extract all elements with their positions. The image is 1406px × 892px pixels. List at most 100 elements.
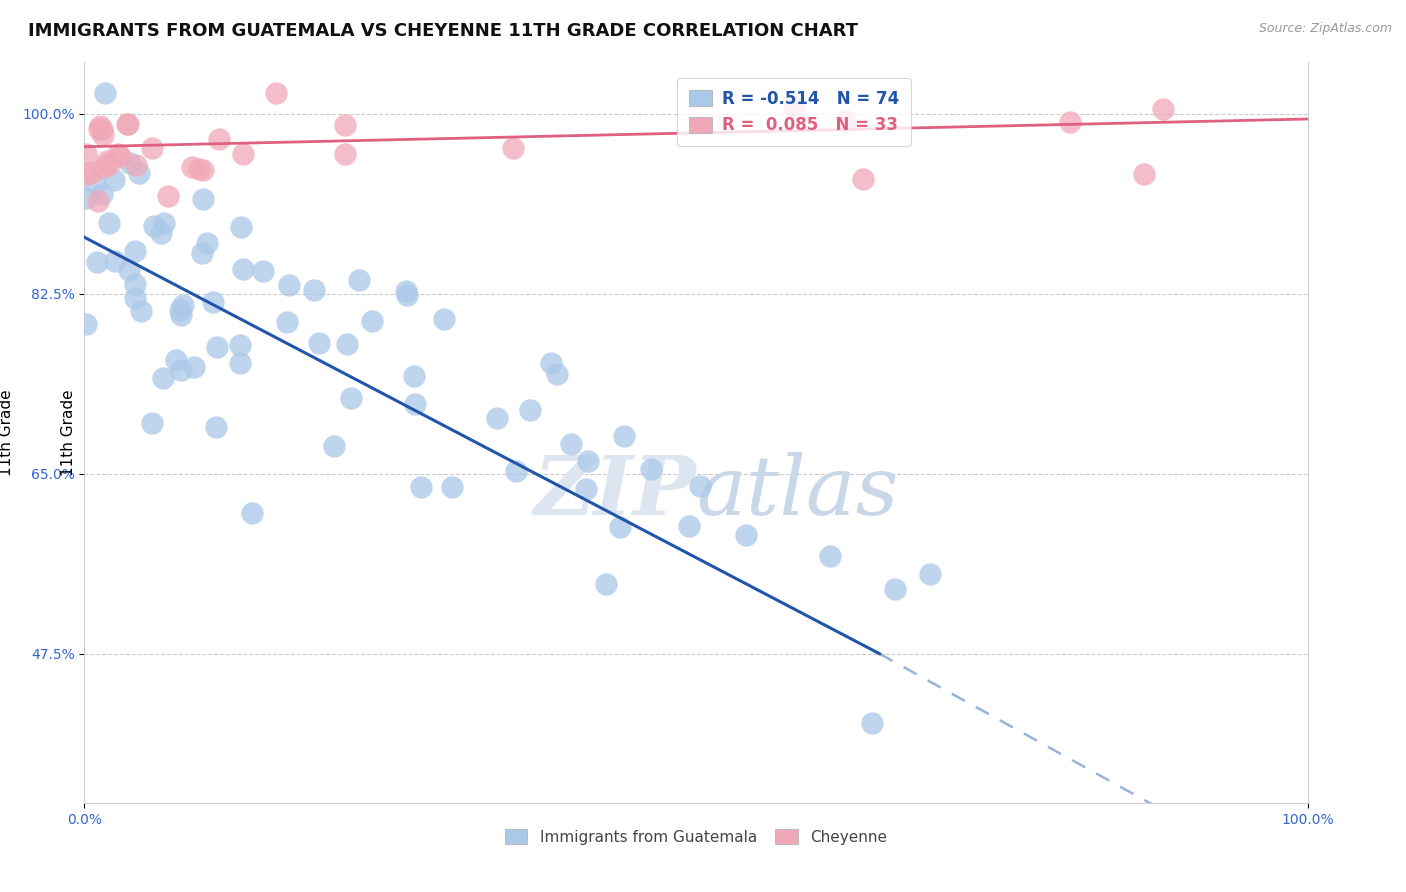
Point — [165, 353, 187, 368]
Point — [91, 128, 114, 142]
Point — [96, 153, 118, 168]
Point — [76, 167, 98, 181]
Point — [110, 149, 132, 163]
Point — [339, 391, 361, 405]
Point — [278, 278, 301, 293]
Point — [98, 216, 121, 230]
Point — [860, 715, 883, 730]
Point — [202, 295, 225, 310]
Point — [117, 117, 139, 131]
Point — [540, 356, 562, 370]
Text: atlas: atlas — [696, 452, 898, 532]
Point — [252, 264, 274, 278]
Point — [193, 162, 215, 177]
Point — [124, 292, 146, 306]
Point — [94, 87, 117, 101]
Point — [152, 371, 174, 385]
Point — [117, 117, 139, 131]
Point — [336, 336, 359, 351]
Point — [75, 317, 97, 331]
Point — [560, 437, 582, 451]
Point — [409, 480, 432, 494]
Point — [232, 262, 254, 277]
Point — [93, 160, 115, 174]
Point — [678, 519, 700, 533]
Point — [86, 194, 108, 208]
Point — [349, 273, 371, 287]
Point — [1133, 167, 1156, 181]
Point — [640, 462, 662, 476]
Point — [595, 577, 617, 591]
Point — [124, 244, 146, 258]
Point — [124, 158, 146, 172]
Point — [486, 410, 509, 425]
Point — [153, 216, 176, 230]
Point — [75, 191, 97, 205]
Point — [156, 188, 179, 202]
Point — [820, 549, 842, 563]
Point — [142, 219, 165, 234]
Point — [783, 100, 806, 114]
Point — [505, 464, 527, 478]
Point — [120, 156, 142, 170]
Point — [361, 314, 384, 328]
Point — [229, 356, 252, 370]
Point — [1059, 115, 1081, 129]
Legend: Immigrants from Guatemala, Cheyenne: Immigrants from Guatemala, Cheyenne — [499, 823, 893, 851]
Point — [404, 368, 426, 383]
Point — [546, 367, 568, 381]
Point — [89, 119, 111, 133]
Point — [852, 171, 875, 186]
Point — [118, 263, 141, 277]
Point — [735, 528, 758, 542]
Point — [276, 315, 298, 329]
Point — [441, 480, 464, 494]
Point — [229, 338, 252, 352]
Point — [920, 567, 942, 582]
Point — [187, 162, 209, 177]
Point — [169, 302, 191, 317]
Point — [322, 439, 344, 453]
Point — [172, 298, 194, 312]
Point — [404, 397, 426, 411]
Point — [191, 246, 214, 260]
Point — [87, 122, 110, 136]
Point — [84, 177, 107, 191]
Point — [333, 146, 356, 161]
Point — [835, 113, 858, 128]
Y-axis label: 11th Grade: 11th Grade — [0, 389, 14, 476]
Point — [576, 454, 599, 468]
Point — [883, 582, 905, 597]
Point — [82, 165, 104, 179]
Point — [689, 479, 711, 493]
Point — [613, 429, 636, 443]
Text: ZIP: ZIP — [533, 452, 696, 532]
Point — [193, 192, 215, 206]
Point — [302, 283, 325, 297]
Point — [128, 166, 150, 180]
Point — [519, 403, 541, 417]
Point — [1152, 103, 1174, 117]
Point — [308, 336, 330, 351]
Point — [107, 147, 129, 161]
Point — [396, 287, 419, 301]
Point — [240, 506, 263, 520]
Point — [575, 482, 598, 496]
Point — [131, 304, 153, 318]
Point — [149, 226, 172, 240]
Text: IMMIGRANTS FROM GUATEMALA VS CHEYENNE 11TH GRADE CORRELATION CHART: IMMIGRANTS FROM GUATEMALA VS CHEYENNE 11… — [28, 22, 858, 40]
Point — [208, 132, 231, 146]
Point — [609, 520, 631, 534]
Point — [335, 118, 357, 132]
Point — [124, 277, 146, 291]
Point — [433, 311, 456, 326]
Point — [183, 359, 205, 374]
Point — [264, 87, 287, 101]
Point — [86, 255, 108, 269]
Point — [204, 420, 226, 434]
Point — [141, 141, 163, 155]
Point — [97, 157, 120, 171]
Point — [232, 147, 254, 161]
Point — [91, 186, 114, 201]
Point — [141, 416, 163, 430]
